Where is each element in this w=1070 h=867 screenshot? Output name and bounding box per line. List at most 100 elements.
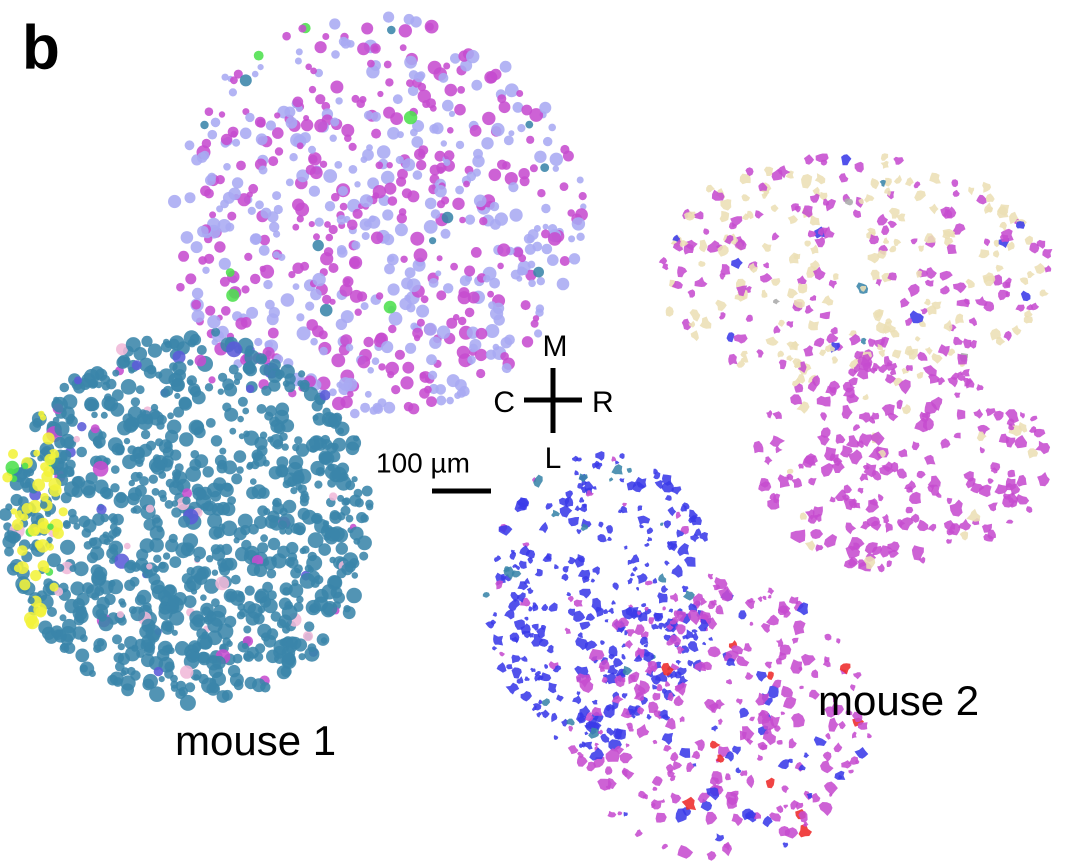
cell — [813, 266, 826, 281]
cell — [762, 815, 773, 828]
cell — [820, 427, 831, 438]
cell — [429, 105, 437, 112]
cell — [572, 695, 582, 705]
cell — [331, 50, 340, 59]
cell — [838, 173, 849, 183]
cell — [417, 71, 426, 80]
cell — [168, 338, 180, 349]
cell — [233, 680, 244, 691]
cell — [893, 156, 904, 165]
cell — [593, 756, 605, 768]
cell — [687, 659, 694, 667]
cell — [657, 715, 662, 720]
cell — [296, 595, 304, 604]
cell — [653, 612, 664, 622]
cell — [291, 579, 299, 587]
cell — [363, 110, 374, 120]
cell — [260, 534, 268, 543]
cell — [207, 513, 223, 529]
cell — [687, 289, 696, 298]
cell — [561, 573, 569, 582]
cell — [227, 664, 241, 678]
cell — [761, 289, 768, 298]
cell — [738, 610, 747, 620]
cell — [715, 604, 724, 615]
cell — [197, 225, 209, 238]
cell — [670, 670, 678, 679]
cell — [511, 667, 522, 679]
cell — [668, 608, 673, 613]
cell — [612, 582, 619, 591]
cell — [864, 542, 878, 554]
cell — [592, 566, 600, 576]
cell — [90, 424, 100, 434]
cell — [327, 575, 343, 591]
cell — [511, 654, 522, 664]
cell — [498, 101, 511, 114]
cell — [178, 250, 190, 262]
cell — [812, 506, 823, 518]
cell — [684, 556, 696, 567]
cell — [530, 667, 536, 673]
cell — [467, 291, 480, 304]
cell — [905, 506, 914, 514]
cell — [772, 679, 782, 689]
cell — [32, 417, 43, 428]
cell — [627, 577, 633, 585]
cell — [986, 207, 993, 213]
cell — [882, 513, 890, 524]
cell — [249, 233, 262, 245]
cell — [446, 396, 454, 405]
cell — [567, 209, 575, 217]
cell — [211, 569, 219, 576]
cell — [993, 250, 1000, 258]
cell — [594, 742, 600, 746]
cell — [237, 415, 244, 423]
cell — [742, 808, 757, 821]
cell — [664, 717, 676, 730]
cell — [823, 781, 838, 796]
cell — [307, 532, 324, 549]
cell — [617, 811, 623, 816]
cell — [946, 206, 957, 219]
cell — [497, 243, 511, 257]
cell — [490, 68, 502, 81]
cell — [669, 634, 682, 647]
scale-bar-label: 100 µm — [376, 447, 470, 478]
cell — [201, 606, 211, 616]
cell — [196, 152, 208, 163]
cell — [630, 572, 635, 577]
cell — [790, 394, 802, 405]
cell — [1011, 325, 1022, 336]
cell — [882, 321, 896, 334]
cell — [211, 327, 221, 337]
cell — [308, 85, 317, 94]
cell — [1020, 290, 1031, 302]
cell — [455, 140, 465, 150]
cell — [707, 646, 721, 658]
cell — [387, 255, 395, 262]
cell — [284, 106, 296, 118]
cell — [387, 25, 396, 35]
cell — [739, 173, 751, 185]
orientation-bottom: L — [545, 442, 562, 475]
cell — [529, 108, 544, 122]
cell — [273, 422, 286, 435]
cell — [153, 666, 164, 677]
cell — [37, 517, 49, 529]
cell — [244, 252, 253, 261]
cell — [216, 501, 231, 516]
cell — [658, 257, 668, 265]
cell — [646, 536, 653, 542]
cell — [498, 525, 513, 536]
cell — [924, 233, 936, 244]
cell — [210, 490, 222, 502]
cell — [706, 184, 715, 193]
cell — [501, 363, 512, 374]
cell — [522, 542, 530, 548]
cell — [239, 127, 252, 140]
cell — [888, 207, 900, 219]
cell — [352, 208, 363, 219]
cell — [354, 181, 361, 188]
cell — [645, 580, 653, 586]
